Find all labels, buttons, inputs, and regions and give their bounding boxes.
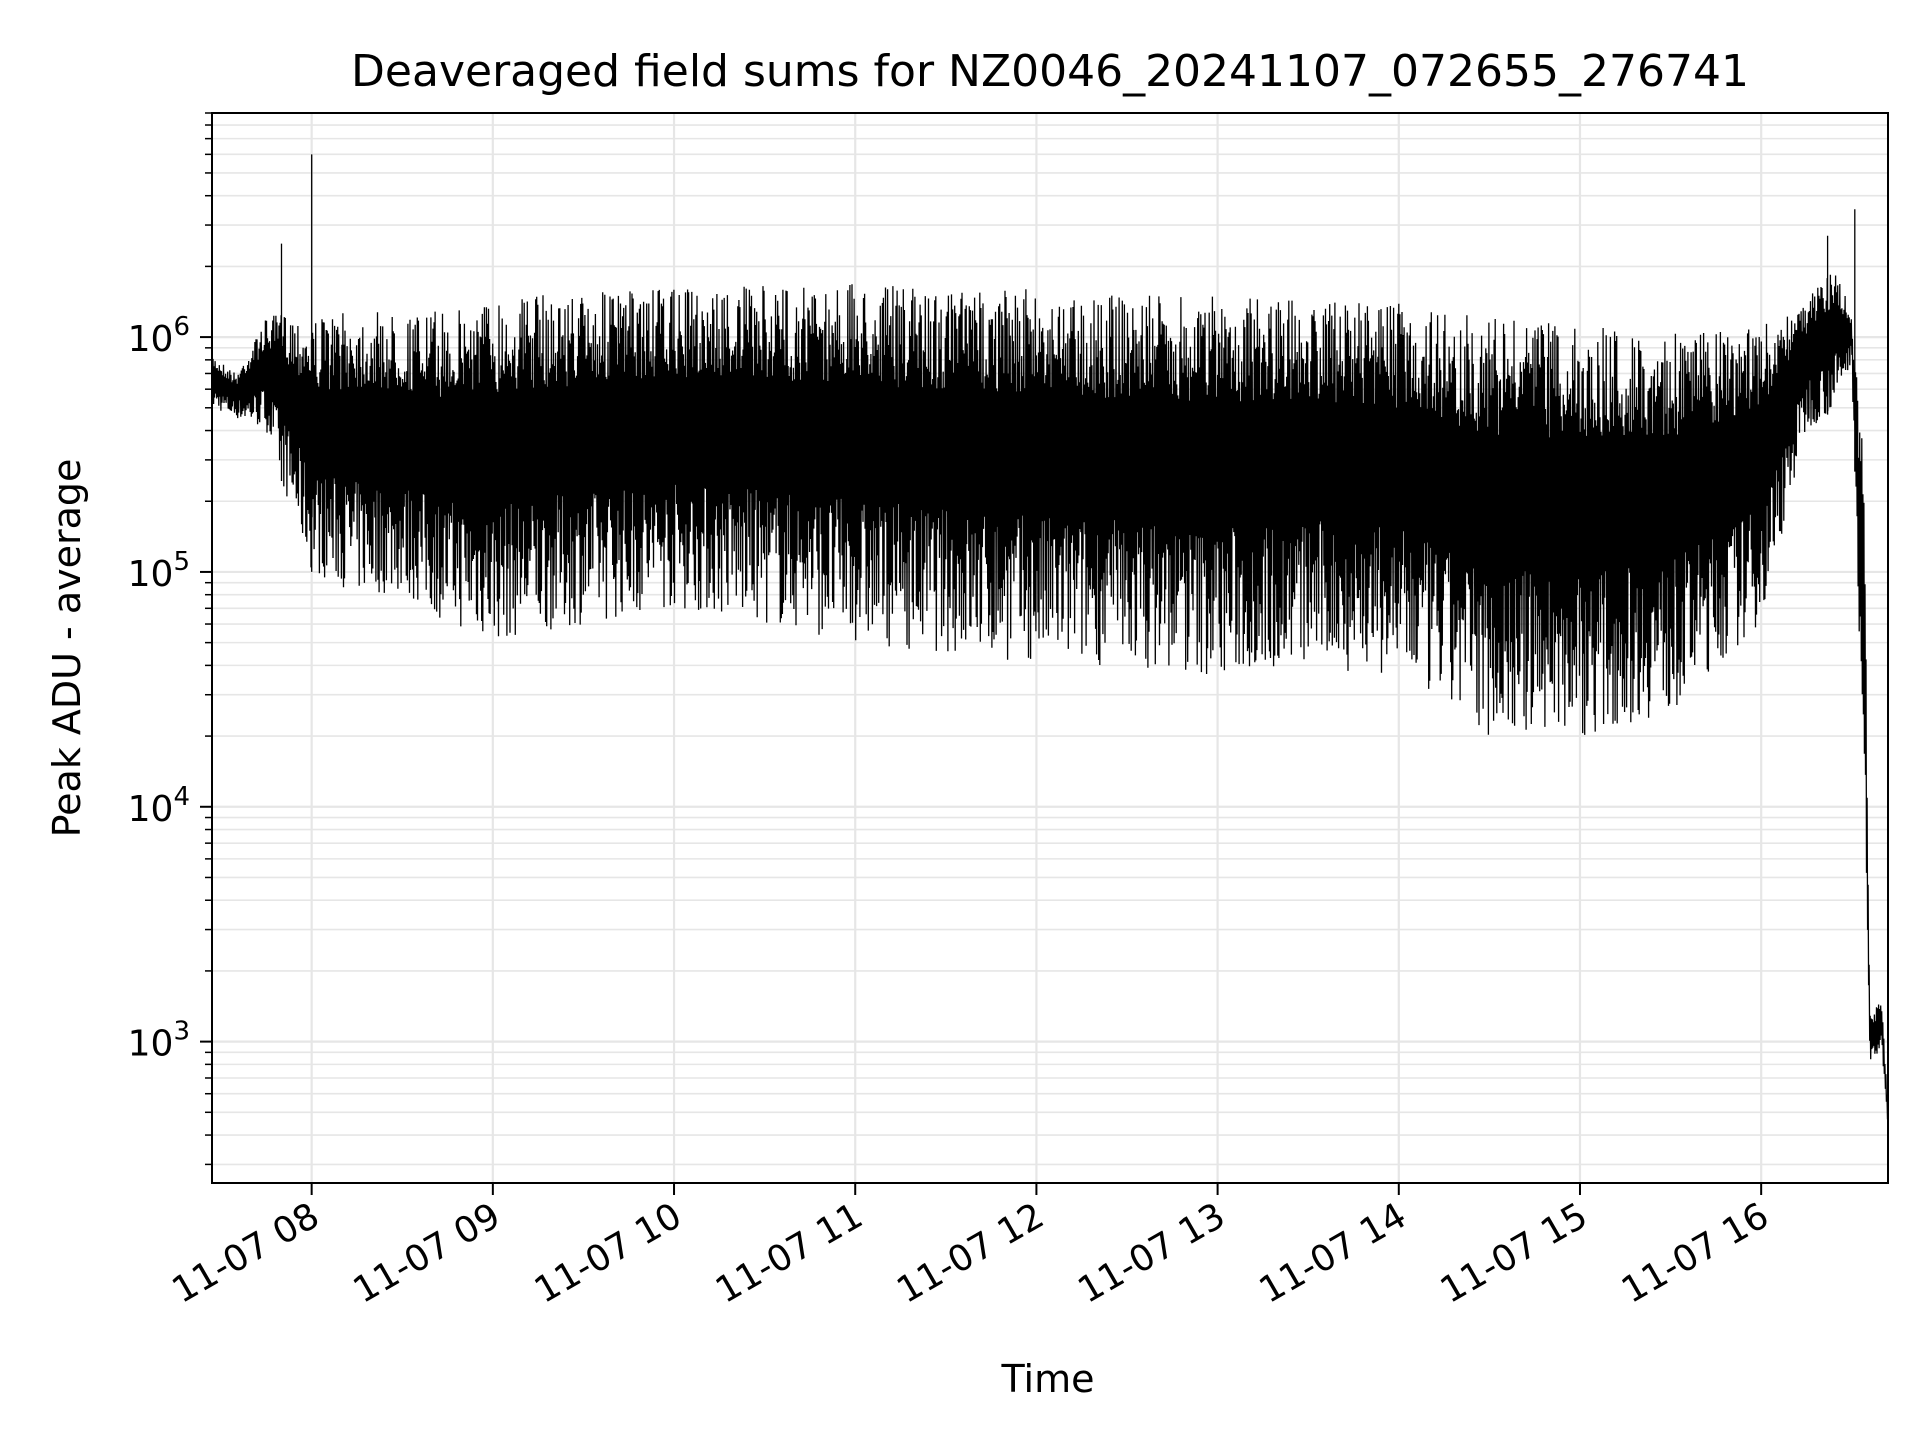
x-tick-label: 11-07 13 xyxy=(1071,1195,1232,1311)
x-tick-label: 11-07 14 xyxy=(1253,1195,1414,1311)
x-tick-label: 11-07 11 xyxy=(709,1195,870,1311)
series-line xyxy=(211,154,1889,1120)
y-tick-label: 104 xyxy=(128,782,190,830)
x-tick-label: 11-07 15 xyxy=(1434,1195,1595,1311)
x-tick-label: 11-07 09 xyxy=(347,1195,508,1311)
x-tick-label: 11-07 08 xyxy=(165,1195,326,1311)
x-tick-label: 11-07 10 xyxy=(528,1195,689,1311)
y-tick-label: 103 xyxy=(128,1017,190,1065)
x-axis-label: Time xyxy=(1001,1357,1095,1401)
plot-frame xyxy=(211,112,1889,1184)
y-axis-label: Peak ADU - average xyxy=(45,459,89,838)
y-tick-label: 105 xyxy=(128,547,190,595)
x-axis: 11-07 08 11-07 09 11-07 10 11-07 11 11-07 12… xyxy=(165,1183,1776,1312)
y-tick-label: 106 xyxy=(128,312,190,360)
y-axis: 103 104 105 106 xyxy=(128,112,212,1166)
x-tick-label: 11-07 16 xyxy=(1615,1195,1776,1311)
chart-title: Deaveraged field sums for NZ0046_2024110… xyxy=(351,46,1749,97)
x-tick-label: 11-07 12 xyxy=(890,1195,1051,1311)
plot-background xyxy=(212,113,1888,1183)
